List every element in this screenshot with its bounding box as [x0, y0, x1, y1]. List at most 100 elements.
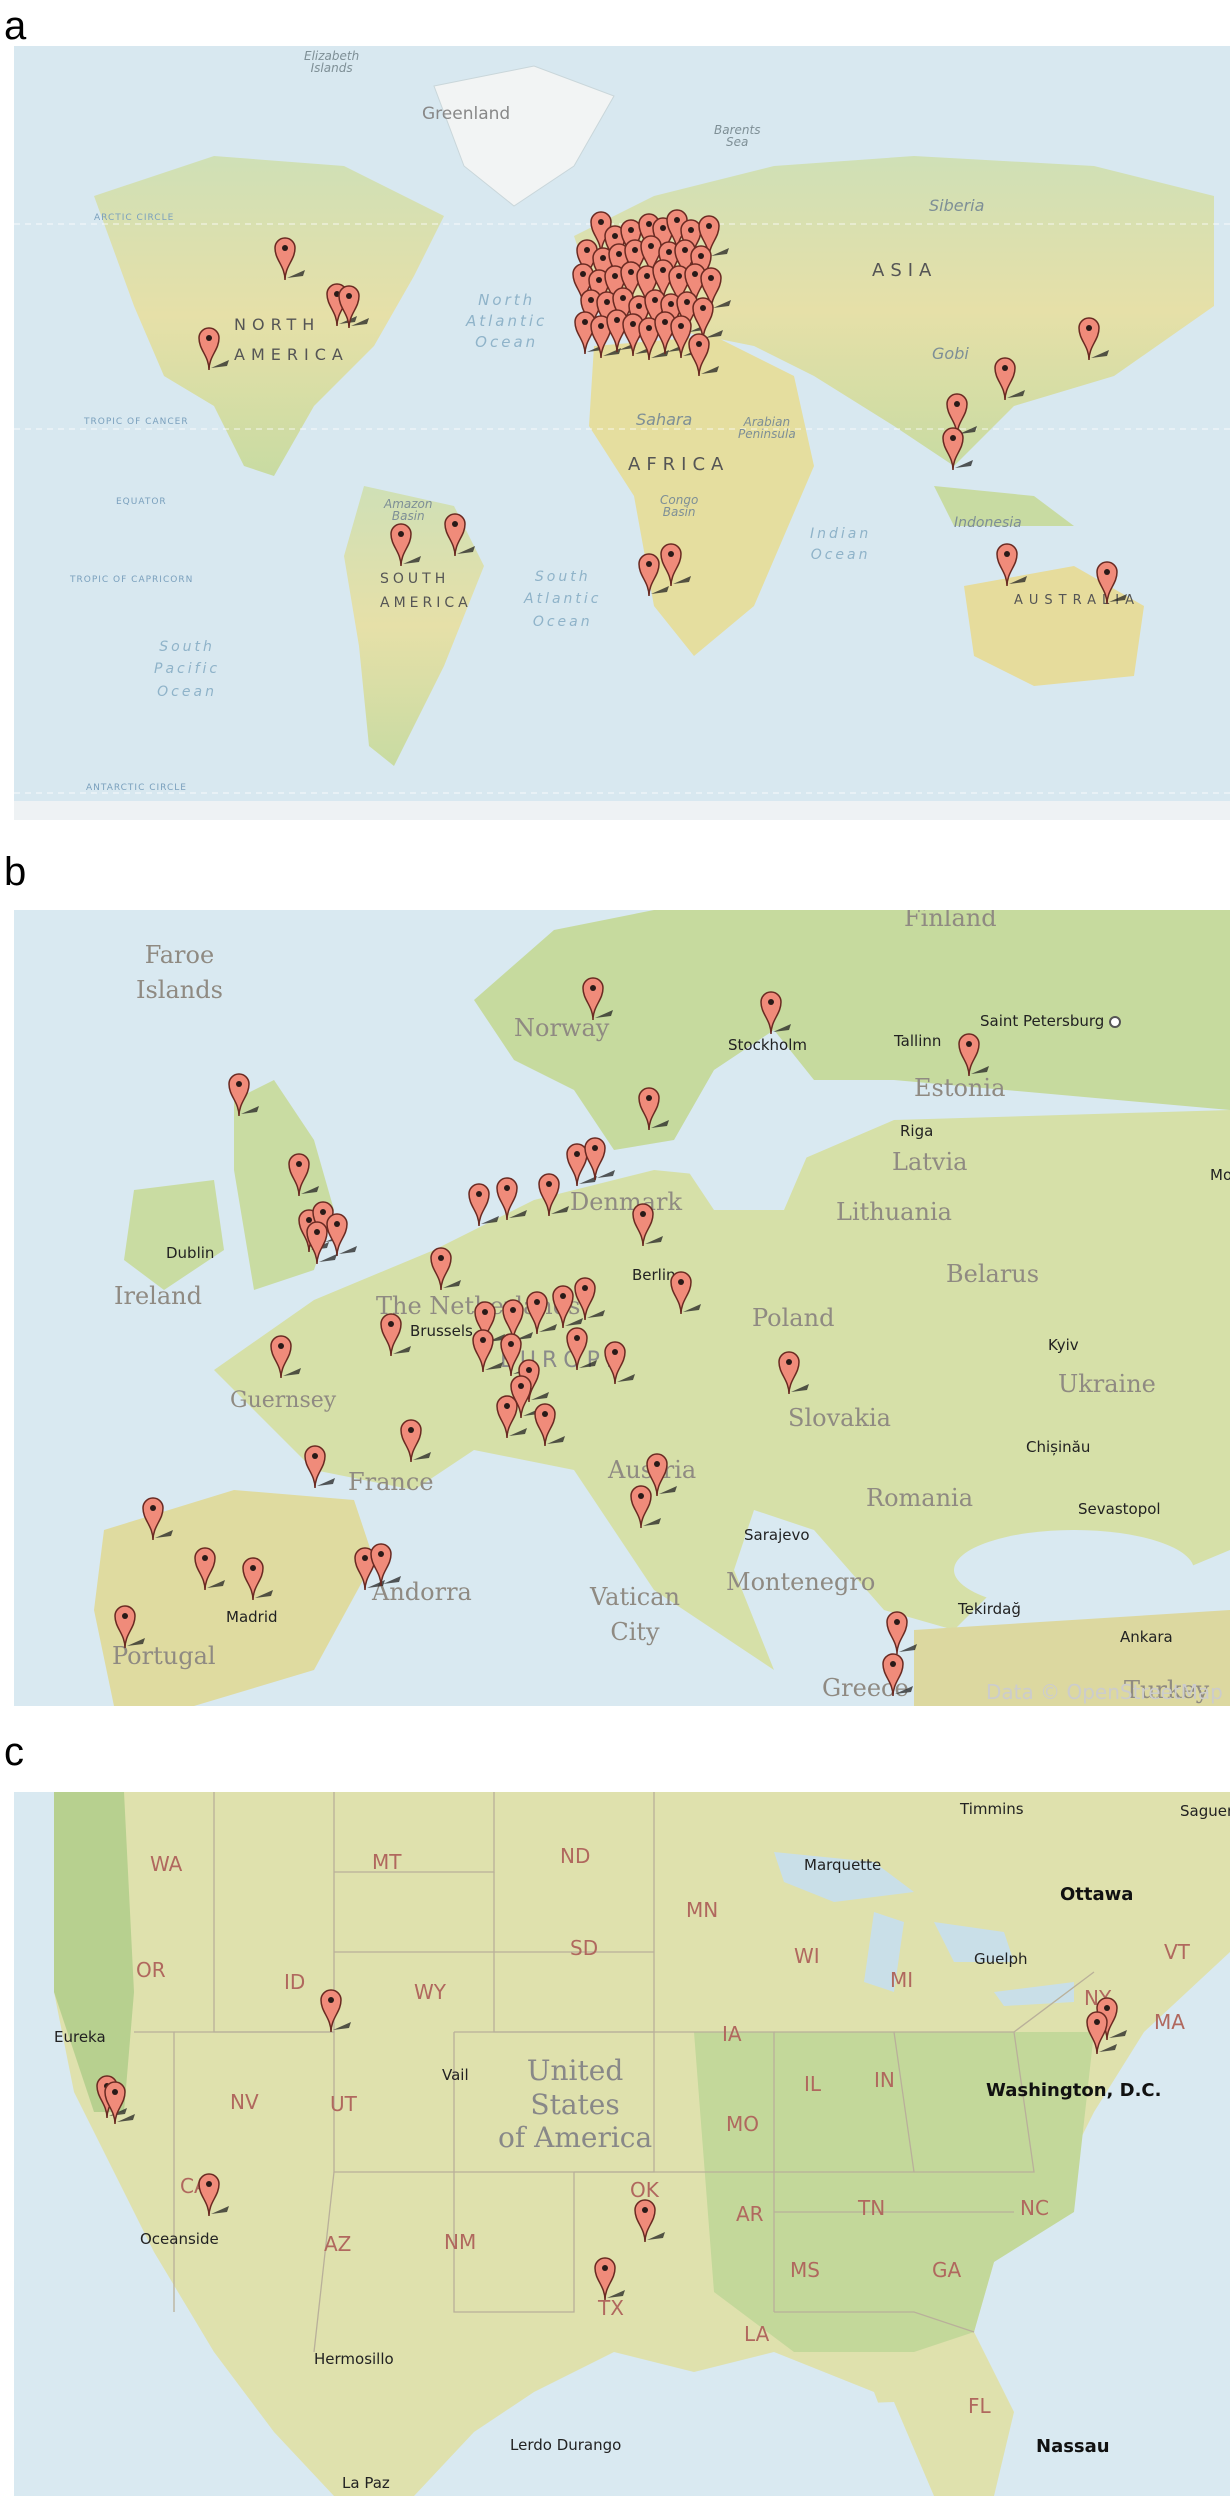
map-marker-icon[interactable] — [993, 354, 1027, 402]
map-marker-icon[interactable] — [645, 1450, 679, 1498]
map-marker-icon[interactable] — [603, 1338, 637, 1386]
map-marker-icon[interactable] — [1095, 558, 1129, 606]
label-andorra: Andorra — [372, 1578, 472, 1606]
label-kyiv: Kyiv — [1048, 1336, 1079, 1354]
map-marker-icon[interactable] — [471, 1326, 505, 1374]
map-marker-icon[interactable] — [637, 1084, 671, 1132]
map-marker-icon[interactable] — [533, 1400, 567, 1448]
world-map[interactable]: Elizabeth Islands Greenland Barents Sea … — [14, 46, 1230, 820]
map-marker-icon[interactable] — [537, 1170, 571, 1218]
map-marker-icon[interactable] — [103, 2078, 137, 2126]
label-south-atlantic: South Atlantic Ocean — [524, 569, 602, 630]
label-lerdo-durango: Lerdo Durango — [510, 2436, 622, 2454]
map-marker-icon[interactable] — [337, 282, 371, 330]
label-congo-basin: Congo Basin — [660, 493, 699, 519]
map-marker-icon[interactable] — [551, 1282, 585, 1330]
label-madrid: Madrid — [226, 1608, 278, 1626]
map-marker-icon[interactable] — [691, 294, 725, 342]
map-marker-icon[interactable] — [633, 2196, 667, 2244]
map-marker-icon[interactable] — [659, 540, 693, 588]
map-marker-icon[interactable] — [565, 1140, 599, 1188]
map-marker-icon[interactable] — [995, 540, 1029, 588]
label-mo: MO — [726, 2112, 759, 2136]
map-marker-icon[interactable] — [957, 1030, 991, 1078]
map-marker-icon[interactable] — [593, 2254, 627, 2302]
label-tropic-of-capricorn: TROPIC OF CAPRICORN — [70, 575, 194, 585]
label-eureka: Eureka — [54, 2028, 106, 2046]
map-marker-icon[interactable] — [389, 520, 423, 568]
map-marker-icon[interactable] — [443, 510, 477, 558]
map-marker-icon[interactable] — [241, 1554, 275, 1602]
map-marker-icon[interactable] — [1077, 314, 1111, 362]
label-indonesia: Indonesia — [954, 515, 1022, 531]
label-riga: Riga — [900, 1122, 934, 1140]
label-australia: AUSTRALIA — [1014, 593, 1140, 608]
label-antarctic-circle: ANTARCTIC CIRCLE — [86, 783, 187, 793]
map-marker-icon[interactable] — [637, 550, 671, 598]
label-marquette: Marquette — [804, 1856, 882, 1874]
map-marker-icon[interactable] — [197, 2170, 231, 2218]
map-marker-icon[interactable] — [581, 974, 615, 1022]
label-ia: IA — [722, 2022, 742, 2046]
map-marker-icon[interactable] — [269, 1332, 303, 1380]
map-marker-icon[interactable] — [273, 234, 307, 282]
map-marker-icon[interactable] — [945, 390, 979, 438]
label-wa: WA — [150, 1852, 183, 1876]
map-marker-icon[interactable] — [565, 1324, 599, 1372]
map-marker-icon[interactable] — [941, 424, 975, 472]
map-marker-icon[interactable] — [759, 988, 793, 1036]
label-mt: MT — [372, 1850, 402, 1874]
map-marker-icon[interactable] — [429, 1244, 463, 1292]
label-amazon-basin: Amazon Basin — [384, 497, 433, 523]
map-marker-icon[interactable] — [379, 1310, 413, 1358]
map-marker-icon[interactable] — [227, 1070, 261, 1118]
europe-map[interactable]: Finland Faroe Islands Norway Stockholm S… — [14, 910, 1230, 1706]
label-washington-dc: Washington, D.C. — [986, 2080, 1162, 2101]
label-la: LA — [744, 2322, 770, 2346]
map-marker-icon[interactable] — [631, 1200, 665, 1248]
map-marker-icon[interactable] — [305, 1218, 339, 1266]
map-marker-icon[interactable] — [495, 1174, 529, 1222]
map-marker-icon[interactable] — [325, 1210, 359, 1258]
map-marker-icon[interactable] — [113, 1602, 147, 1650]
label-wi: WI — [794, 1944, 820, 1968]
map-marker-icon[interactable] — [193, 1544, 227, 1592]
label-tropic-of-cancer: TROPIC OF CANCER — [84, 417, 189, 427]
usa-map[interactable]: Timmins Saguena WA MT ND Marquette Ottaw… — [14, 1792, 1230, 2496]
map-marker-icon[interactable] — [467, 1180, 501, 1228]
label-united-states: United States of America — [498, 2054, 653, 2155]
label-lithuania: Lithuania — [836, 1198, 952, 1226]
label-fl: FL — [968, 2394, 991, 2418]
map-marker-icon[interactable] — [699, 264, 733, 312]
label-in: IN — [874, 2068, 895, 2092]
label-denmark: Denmark — [570, 1188, 682, 1216]
map-marker-icon[interactable] — [399, 1416, 433, 1464]
label-poland: Poland — [752, 1304, 835, 1332]
label-equator: EQUATOR — [116, 497, 167, 507]
map-marker-icon[interactable] — [141, 1494, 175, 1542]
map-marker-icon[interactable] — [687, 330, 721, 378]
map-marker-icon[interactable] — [573, 1274, 607, 1322]
map-marker-icon[interactable] — [287, 1150, 321, 1198]
map-marker-icon[interactable] — [629, 1482, 663, 1530]
map-marker-icon[interactable] — [303, 1442, 337, 1490]
label-mi: MI — [890, 1968, 914, 1992]
map-marker-icon[interactable] — [881, 1650, 915, 1698]
map-marker-icon[interactable] — [605, 306, 639, 354]
map-marker-icon[interactable] — [525, 1288, 559, 1336]
map-marker-icon[interactable] — [669, 1268, 703, 1316]
map-marker-icon[interactable] — [369, 1540, 403, 1588]
label-arabian-peninsula: Arabian Peninsula — [738, 415, 796, 441]
label-ms: MS — [790, 2258, 820, 2282]
map-marker-icon[interactable] — [495, 1392, 529, 1440]
map-marker-icon[interactable] — [885, 1608, 919, 1656]
map-marker-icon[interactable] — [197, 324, 231, 372]
map-marker-icon[interactable] — [697, 212, 731, 260]
map-marker-icon[interactable] — [777, 1348, 811, 1396]
map-marker-icon[interactable] — [319, 1986, 353, 2034]
map-marker-icon[interactable] — [583, 1134, 617, 1182]
map-marker-icon[interactable] — [1085, 2008, 1119, 2056]
label-montenegro: Montenegro — [726, 1568, 876, 1596]
panel-label-c: c — [4, 1730, 24, 1774]
world-basemap — [14, 65, 1230, 820]
